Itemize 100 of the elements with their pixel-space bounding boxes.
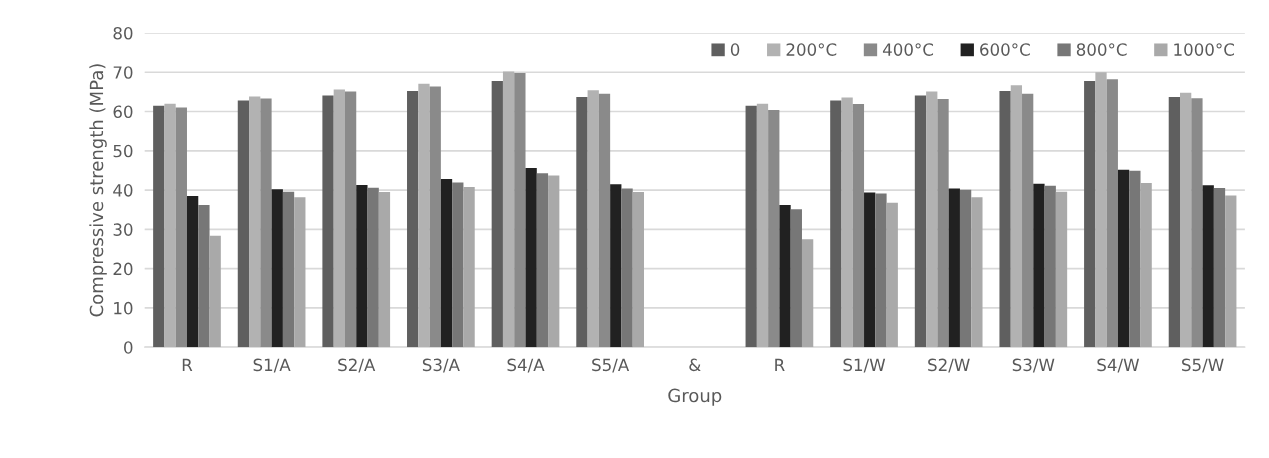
- x-tick-label: R: [775, 358, 785, 371]
- x-tick-label: S5/W: [1182, 358, 1224, 373]
- bar: [830, 100, 842, 348]
- bar: [875, 193, 887, 348]
- y-tick-label: 20: [113, 262, 133, 276]
- bar: [886, 202, 898, 348]
- bar: [610, 184, 622, 348]
- bar: [525, 168, 537, 348]
- bar: [587, 90, 599, 348]
- bar: [333, 89, 345, 348]
- bar: [282, 191, 295, 348]
- y-tick-label: 10: [114, 301, 133, 315]
- bar: [756, 103, 769, 348]
- bar: [153, 105, 165, 348]
- bar: [1044, 185, 1056, 348]
- x-tick-label: S5/A: [592, 358, 630, 373]
- bar: [198, 204, 210, 348]
- x-tick-label: S4/A: [507, 358, 545, 373]
- bar: [271, 189, 283, 348]
- x-tick-label: S3/A: [422, 358, 460, 373]
- bar: [209, 235, 221, 348]
- bar: [1191, 98, 1203, 348]
- bar: [452, 182, 464, 348]
- bar: [175, 107, 187, 348]
- legend-label: 400°C: [882, 43, 934, 56]
- y-tick-label: 60: [113, 105, 133, 119]
- bar: [1117, 169, 1130, 348]
- bar: [429, 86, 441, 348]
- legend-label: 600°C: [980, 43, 1030, 56]
- bar: [926, 91, 938, 348]
- bar: [356, 184, 368, 348]
- bar: [1106, 79, 1118, 348]
- bar: [937, 98, 949, 348]
- x-tick-label: R: [182, 358, 193, 371]
- bar: [914, 95, 927, 348]
- bar: [186, 195, 199, 348]
- y-tick-label: 30: [113, 223, 133, 236]
- bar: [576, 96, 588, 348]
- bar: [1129, 170, 1141, 348]
- bar: [841, 97, 853, 348]
- bar: [632, 192, 644, 348]
- bar: [1140, 183, 1152, 348]
- y-tick-label: 50: [113, 144, 133, 158]
- bar: [971, 197, 983, 348]
- bar: [367, 187, 379, 348]
- bar: [260, 98, 272, 348]
- bar: [463, 186, 475, 348]
- x-tick-label: S2/A: [338, 358, 376, 373]
- x-tick-label: &: [689, 358, 701, 372]
- bar: [418, 83, 430, 348]
- y-axis-title: Compressive strength (MPa): [89, 64, 107, 317]
- bar: [440, 179, 453, 348]
- bar: [1168, 96, 1180, 348]
- legend-label: 200°C: [786, 43, 837, 56]
- bar: [548, 175, 560, 348]
- bar: [294, 197, 306, 348]
- bar: [1180, 92, 1192, 348]
- bar: [1055, 191, 1068, 348]
- bar: [1084, 80, 1096, 348]
- bar: [344, 91, 357, 348]
- legend-label: 0: [730, 43, 740, 56]
- bar: [999, 91, 1011, 348]
- bar: [1225, 195, 1237, 348]
- bar: [768, 109, 780, 348]
- bar: [1202, 185, 1214, 348]
- bar: [745, 105, 757, 348]
- bar: [1213, 188, 1226, 348]
- x-tick-label: S4/W: [1097, 358, 1140, 373]
- bar: [164, 103, 176, 348]
- bar: [1022, 93, 1034, 348]
- bar: [864, 192, 876, 348]
- bar: [948, 188, 960, 348]
- legend-label: 800°C: [1076, 43, 1127, 56]
- bar: [852, 104, 865, 348]
- x-tick-label: S1/A: [253, 358, 291, 373]
- y-tick-label: 0: [124, 341, 133, 354]
- bar: [502, 71, 515, 348]
- legend-label: 1000°C: [1174, 43, 1234, 56]
- y-tick-label: 80: [113, 26, 133, 40]
- bar: [237, 100, 250, 348]
- y-tick-label: 70: [113, 66, 133, 79]
- bar: [598, 93, 611, 348]
- bar: [249, 96, 261, 348]
- bar: [407, 91, 419, 348]
- bar: [959, 189, 972, 348]
- y-tick-label: 40: [113, 184, 133, 197]
- bar: [514, 73, 526, 348]
- bar: [801, 239, 814, 348]
- x-tick-label: S1/W: [843, 358, 886, 373]
- bar: [779, 204, 791, 348]
- bar: [378, 192, 391, 348]
- bar: [491, 80, 503, 348]
- x-tick-label: S2/W: [928, 358, 970, 373]
- bar: [322, 95, 334, 348]
- bar: [790, 209, 802, 348]
- bar: [536, 173, 549, 348]
- bar: [1033, 183, 1045, 348]
- bar: [1095, 72, 1107, 348]
- bar: [621, 188, 633, 348]
- bar: [1010, 85, 1023, 348]
